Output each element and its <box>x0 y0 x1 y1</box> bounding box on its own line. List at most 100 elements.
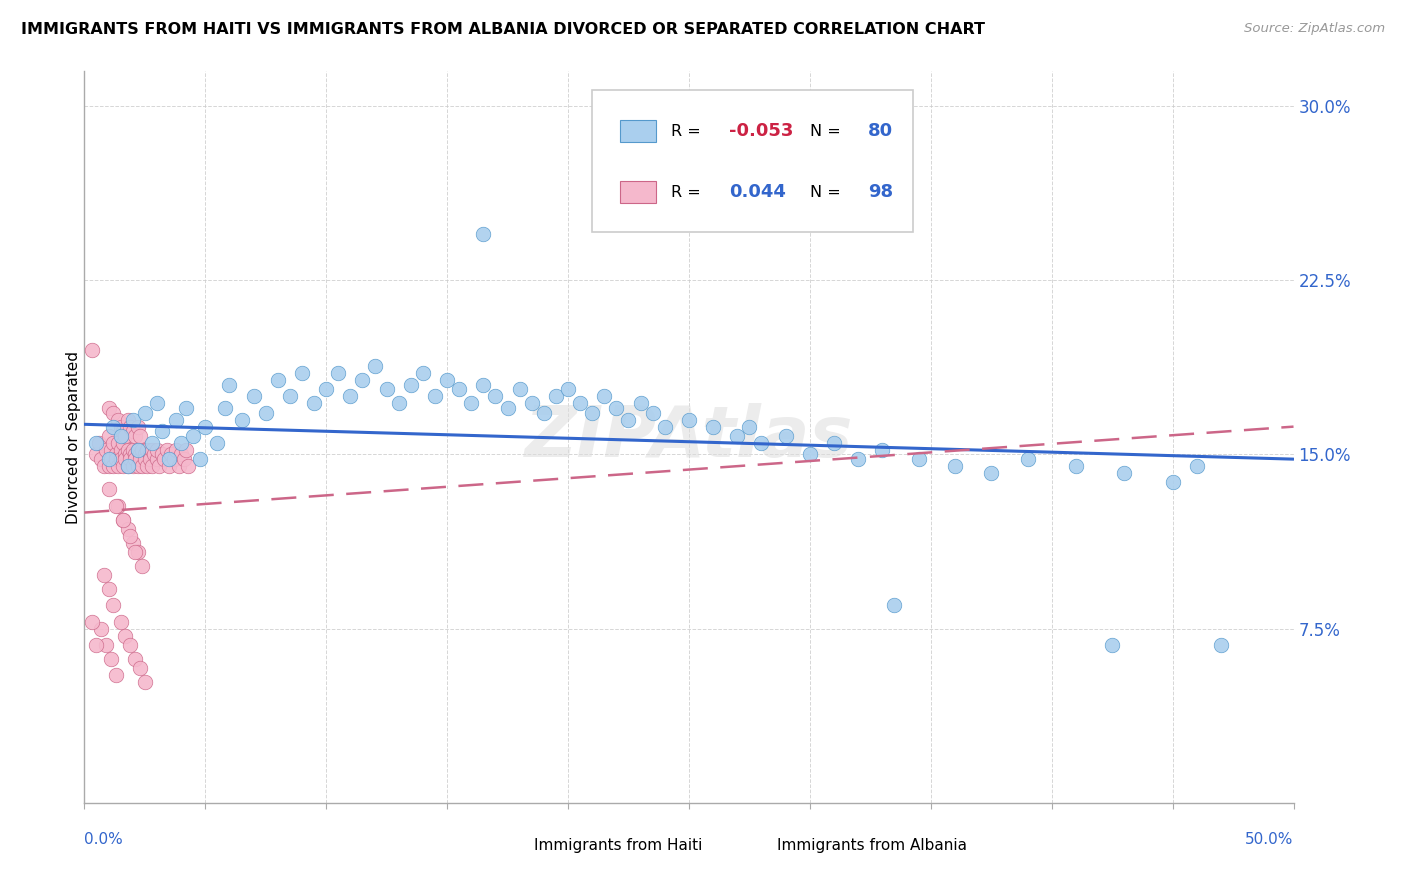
Point <box>630 396 652 410</box>
Point <box>141 442 163 457</box>
Point <box>449 383 471 397</box>
Point <box>80 615 103 629</box>
Point <box>103 419 125 434</box>
Point <box>134 406 156 420</box>
Point <box>120 638 142 652</box>
Point <box>160 448 183 462</box>
Point <box>593 389 616 403</box>
Text: Immigrants from Haiti: Immigrants from Haiti <box>534 838 703 853</box>
Point <box>117 522 139 536</box>
Point <box>388 396 411 410</box>
Point <box>980 466 1002 480</box>
Text: ZIPAtlas: ZIPAtlas <box>524 402 853 472</box>
Point <box>163 452 186 467</box>
Text: Immigrants from Albania: Immigrants from Albania <box>778 838 967 853</box>
Point <box>124 429 146 443</box>
Text: Source: ZipAtlas.com: Source: ZipAtlas.com <box>1244 22 1385 36</box>
Point <box>131 459 153 474</box>
Point <box>127 545 149 559</box>
Point <box>121 424 143 438</box>
Text: 0.0%: 0.0% <box>84 832 124 847</box>
Point <box>114 629 136 643</box>
Point <box>127 459 149 474</box>
Point <box>94 442 117 457</box>
Point <box>138 452 160 467</box>
Point <box>121 442 143 457</box>
Point <box>231 412 253 426</box>
Point <box>134 675 156 690</box>
Point <box>775 180 797 194</box>
Point <box>150 424 173 438</box>
Point <box>1017 452 1039 467</box>
Point <box>93 459 115 474</box>
Point <box>872 442 894 457</box>
Point <box>399 377 422 392</box>
Point <box>1064 459 1087 474</box>
Point <box>110 615 132 629</box>
Text: 98: 98 <box>868 183 893 201</box>
Point <box>218 377 240 392</box>
Point <box>883 599 905 613</box>
Point <box>124 545 146 559</box>
Point <box>291 366 314 380</box>
Text: N =: N = <box>810 124 846 139</box>
Point <box>94 638 117 652</box>
Y-axis label: Divorced or Separated: Divorced or Separated <box>66 351 80 524</box>
Point <box>146 442 169 457</box>
Point <box>134 452 156 467</box>
Point <box>86 638 108 652</box>
Point <box>751 436 773 450</box>
Point <box>174 442 197 457</box>
Point <box>100 452 122 467</box>
Point <box>907 452 929 467</box>
Point <box>738 419 761 434</box>
Point <box>107 436 129 450</box>
Point <box>120 448 142 462</box>
Point <box>97 582 120 597</box>
Point <box>124 448 146 462</box>
Point <box>120 529 142 543</box>
Point <box>112 436 135 450</box>
Text: R =: R = <box>671 124 706 139</box>
Point <box>129 429 152 443</box>
Point <box>127 442 149 457</box>
Point <box>157 452 180 467</box>
Point <box>207 436 229 450</box>
Point <box>153 452 176 467</box>
Point <box>1209 638 1232 652</box>
Text: 80: 80 <box>868 122 893 140</box>
Point <box>174 401 197 415</box>
Point <box>352 373 374 387</box>
Point <box>114 448 136 462</box>
Point <box>157 459 180 474</box>
Point <box>110 429 132 443</box>
Point <box>170 436 193 450</box>
Point <box>117 412 139 426</box>
Point <box>141 436 163 450</box>
Text: -0.053: -0.053 <box>728 122 793 140</box>
Point <box>155 442 177 457</box>
Point <box>544 389 567 403</box>
Text: 0.044: 0.044 <box>728 183 786 201</box>
Point <box>725 429 748 443</box>
Point <box>134 448 156 462</box>
Point <box>97 401 120 415</box>
Point <box>117 459 139 474</box>
Point <box>533 406 555 420</box>
Point <box>412 366 434 380</box>
Point <box>702 419 724 434</box>
FancyBboxPatch shape <box>620 120 657 143</box>
Point <box>104 668 127 682</box>
Point <box>127 442 149 457</box>
Point <box>103 459 125 474</box>
Point <box>363 359 385 374</box>
Point <box>315 383 337 397</box>
Point <box>93 568 115 582</box>
FancyBboxPatch shape <box>502 838 529 854</box>
Point <box>103 406 125 420</box>
FancyBboxPatch shape <box>592 90 912 232</box>
Point <box>167 459 190 474</box>
Point <box>121 459 143 474</box>
Point <box>254 406 277 420</box>
Point <box>581 406 603 420</box>
